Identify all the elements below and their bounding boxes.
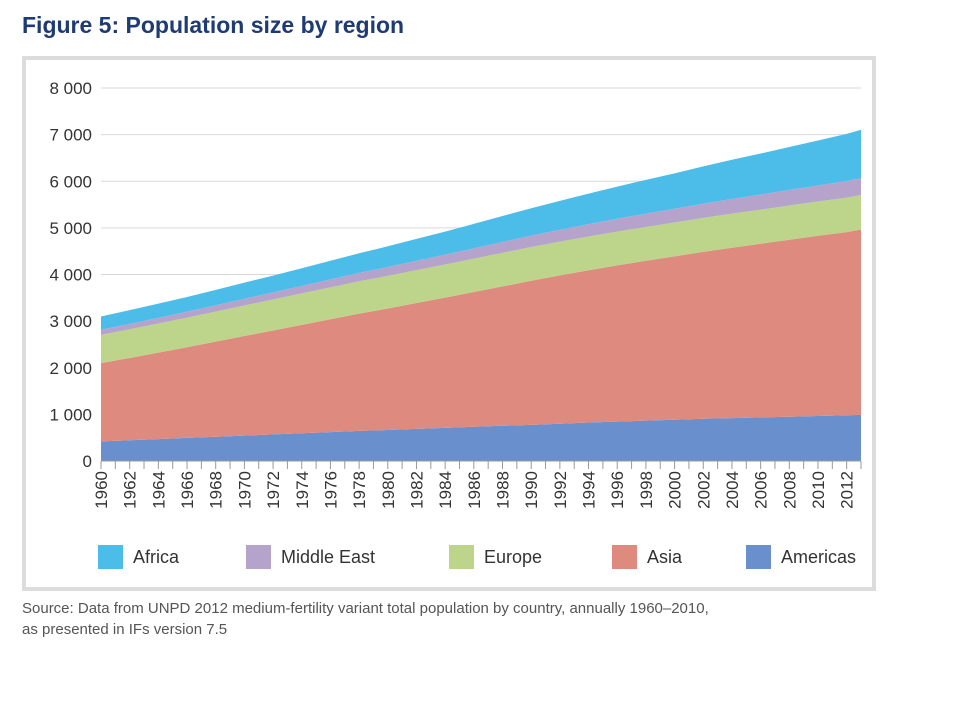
- x-tick-label: 2012: [838, 471, 857, 509]
- chart-frame: 0 1 000 2 000 3 000 4 000 5 000 6 000 7 000 8 00…: [22, 56, 876, 591]
- figure-title: Figure 5: Population size by region: [22, 12, 405, 38]
- legend-swatch-africa: [98, 545, 123, 569]
- area-series-middle-east: [101, 178, 861, 335]
- x-tick-label: 1962: [121, 471, 140, 509]
- area-series-asia: [101, 229, 861, 442]
- x-tick-label: 1990: [522, 471, 541, 509]
- y-tick-label: 7 000: [49, 126, 92, 145]
- y-tick-label: 3 000: [49, 312, 92, 331]
- x-tick-label: 1964: [149, 471, 168, 509]
- x-tick-label: 2004: [723, 471, 742, 509]
- x-tick-label: 1968: [207, 471, 226, 509]
- x-tick-label: 1982: [407, 471, 426, 509]
- x-tick-label: 1970: [235, 471, 254, 509]
- area-series-americas: [101, 414, 861, 461]
- area-series-africa: [101, 129, 861, 330]
- y-tick-label: 4 000: [49, 266, 92, 285]
- legend-swatch-asia: [612, 545, 637, 569]
- y-tick-label: 5 000: [49, 219, 92, 238]
- y-tick-label: 0: [83, 452, 92, 471]
- area-series-europe: [101, 195, 861, 364]
- x-tick-label: 1988: [494, 471, 513, 509]
- x-tick-label: 2006: [752, 471, 771, 509]
- y-tick-label: 2 000: [49, 359, 92, 378]
- x-tick-label: 1998: [637, 471, 656, 509]
- x-tick-label: 2008: [780, 471, 799, 509]
- source-line-1: Source: Data from UNPD 2012 medium-ferti…: [22, 600, 709, 617]
- legend-label-middle-east: Middle East: [281, 547, 375, 567]
- y-tick-label: 6 000: [49, 172, 92, 191]
- x-tick-label: 1992: [551, 471, 570, 509]
- legend-label-africa: Africa: [133, 547, 180, 567]
- legend-swatch-middle-east: [246, 545, 271, 569]
- x-tick-label: 1974: [293, 471, 312, 509]
- source-line-2: as presented in IFs version 7.5: [22, 621, 228, 638]
- x-tick-label: 1966: [178, 471, 197, 509]
- y-tick-label: 8 000: [49, 79, 92, 98]
- x-tick-label: 1960: [92, 471, 111, 509]
- legend-swatch-europe: [449, 545, 474, 569]
- x-tick-label: 2000: [666, 471, 685, 509]
- source-note: Source: Data from UNPD 2012 medium-ferti…: [22, 598, 922, 640]
- x-tick-label: 1972: [264, 471, 283, 509]
- x-tick-label: 1996: [608, 471, 627, 509]
- x-tick-label: 1986: [465, 471, 484, 509]
- legend-swatch-americas: [746, 545, 771, 569]
- legend-label-europe: Europe: [484, 547, 542, 567]
- x-tick-label: 2002: [694, 471, 713, 509]
- x-tick-label: 1994: [580, 471, 599, 509]
- x-tick-label: 1976: [321, 471, 340, 509]
- legend-label-americas: Americas: [781, 547, 856, 567]
- x-tick-label: 1978: [350, 471, 369, 509]
- x-tick-label: 1984: [436, 471, 455, 509]
- y-tick-label: 1 000: [49, 405, 92, 424]
- population-area-chart: 0 1 000 2 000 3 000 4 000 5 000 6 000 7 000 8 00…: [49, 79, 862, 569]
- legend-label-asia: Asia: [647, 547, 683, 567]
- x-tick-label: 2010: [809, 471, 828, 509]
- x-tick-label: 1980: [379, 471, 398, 509]
